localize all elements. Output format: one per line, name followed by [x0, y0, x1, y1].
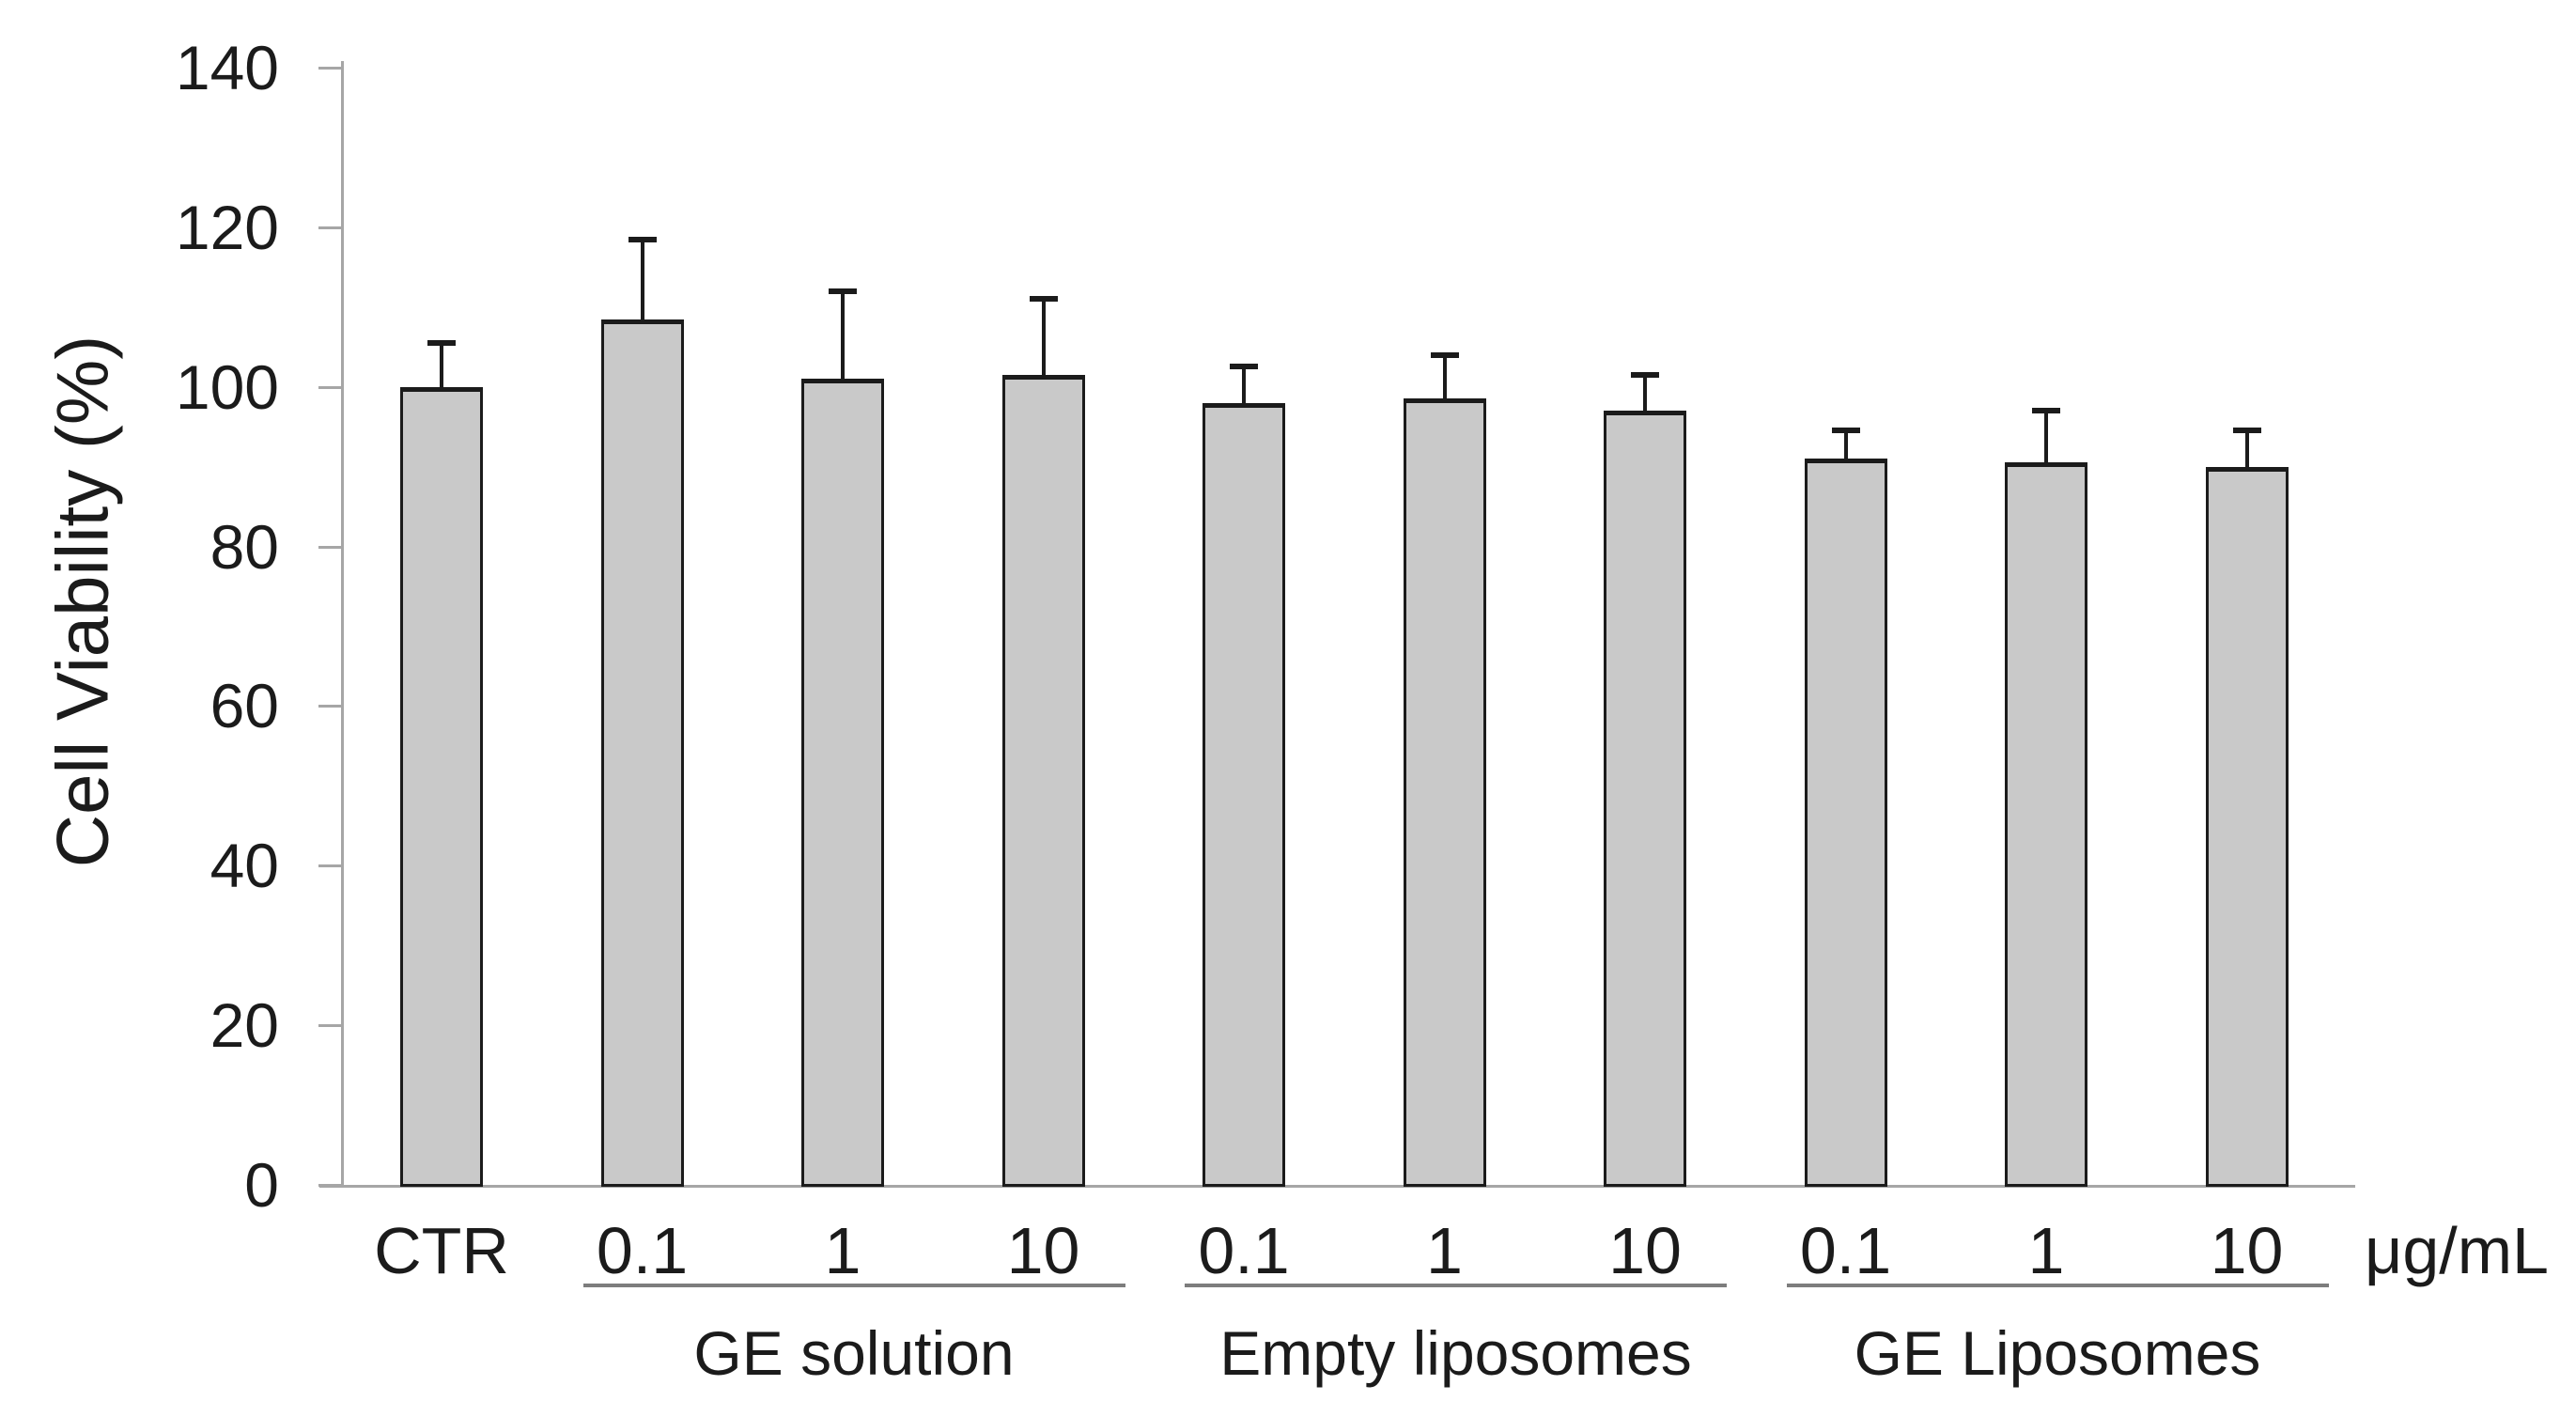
error-bar	[2244, 430, 2249, 471]
bar	[1001, 374, 1085, 1187]
x-category-label: 0.1	[596, 1214, 689, 1287]
x-category-label: 1	[2027, 1214, 2065, 1287]
y-tick-mark	[318, 545, 341, 549]
error-bar-cap	[2032, 408, 2060, 414]
x-category-label: 1	[824, 1214, 861, 1287]
y-tick-label: 60	[209, 671, 279, 741]
y-tick-label: 40	[209, 831, 279, 901]
y-axis-line	[341, 61, 344, 1188]
bar	[1203, 402, 1285, 1187]
error-bar-cap	[1230, 364, 1258, 370]
x-axis-line	[319, 1185, 2355, 1188]
bar	[600, 319, 684, 1187]
y-tick-mark	[318, 66, 341, 70]
x-category-label: 0.1	[1198, 1214, 1290, 1287]
error-bar	[1843, 430, 1848, 463]
error-bar	[1041, 299, 1046, 379]
bar	[1403, 398, 1486, 1187]
y-tick-label: 100	[175, 351, 279, 422]
error-bar-cap	[2232, 428, 2261, 434]
group-underline	[582, 1284, 1125, 1287]
error-bar	[1442, 354, 1447, 403]
bar	[1804, 459, 1887, 1187]
x-category-label: 10	[1608, 1214, 1682, 1287]
error-bar-cap	[427, 339, 456, 346]
error-bar	[2044, 411, 2048, 467]
y-tick-label: 20	[209, 990, 279, 1061]
y-tick-mark	[318, 1024, 341, 1028]
error-bar-cap	[1631, 371, 1659, 378]
group-underline	[1185, 1284, 1727, 1287]
y-tick-label: 120	[175, 192, 279, 262]
error-bar-cap	[1430, 351, 1459, 358]
y-tick-mark	[318, 864, 341, 868]
error-bar-cap	[1831, 428, 1860, 434]
error-bar-cap	[1029, 296, 1058, 303]
error-bar	[640, 239, 644, 323]
y-tick-label: 80	[209, 511, 279, 582]
y-tick-mark	[318, 226, 341, 229]
group-underline	[1786, 1284, 2329, 1287]
group-label: GE solution	[693, 1318, 1015, 1388]
error-bar	[440, 342, 443, 391]
error-bar	[841, 290, 845, 383]
y-tick-label: 0	[244, 1150, 279, 1220]
y-tick-mark	[318, 705, 341, 708]
y-tick-mark	[318, 1184, 341, 1187]
bar	[400, 386, 483, 1187]
bar	[2005, 462, 2087, 1187]
x-category-label: 1	[1426, 1214, 1463, 1287]
bar	[1604, 411, 1686, 1187]
error-bar	[1643, 374, 1647, 415]
y-tick-label: 140	[175, 32, 279, 102]
x-category-label: CTR	[374, 1214, 509, 1287]
error-bar-cap	[628, 236, 657, 242]
error-bar	[1242, 366, 1246, 407]
bar	[801, 379, 884, 1187]
bar	[2205, 466, 2289, 1187]
group-label: GE Liposomes	[1854, 1318, 2261, 1388]
x-category-label: 10	[2210, 1214, 2284, 1287]
x-category-label: 0.1	[1799, 1214, 1892, 1287]
x-category-label: 10	[1006, 1214, 1080, 1287]
x-axis-unit-label: μg/mL	[2365, 1214, 2549, 1287]
group-label: Empty liposomes	[1219, 1318, 1692, 1388]
error-bar-cap	[829, 288, 857, 294]
y-tick-mark	[318, 385, 341, 389]
